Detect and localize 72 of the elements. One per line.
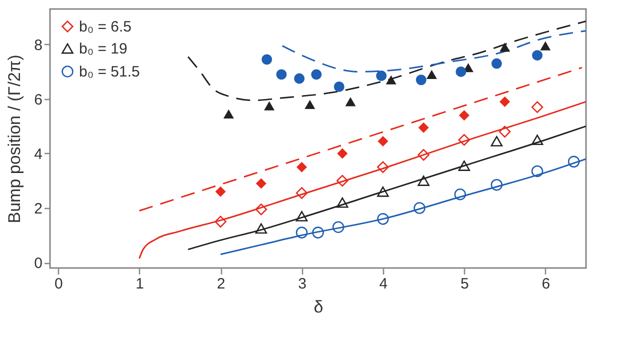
point [256, 178, 266, 189]
point [414, 202, 426, 214]
point [531, 165, 544, 178]
y-tick-label: 4 [34, 146, 42, 163]
point [540, 41, 551, 50]
point [312, 226, 324, 238]
point [332, 221, 344, 233]
point [454, 188, 466, 200]
point [296, 211, 308, 222]
x-tick-label: 6 [542, 276, 550, 292]
point [376, 70, 387, 82]
y-tick-label: 0 [34, 255, 42, 272]
legend-label: b₀ = 51.5 [79, 64, 140, 80]
legend-label: b₀ = 6.5 [79, 18, 132, 36]
point [458, 160, 470, 171]
point [336, 197, 348, 208]
point [500, 42, 510, 52]
point [491, 58, 502, 69]
legend-label: b₀ = 19 [79, 40, 128, 58]
point [255, 223, 268, 234]
point [531, 134, 544, 146]
point [276, 69, 287, 80]
line-series [138, 100, 586, 260]
x-tick-label: 3 [298, 276, 306, 292]
point [304, 100, 316, 109]
y-tick-label: 6 [34, 91, 42, 108]
x-tick-label: 4 [379, 276, 388, 292]
point [262, 54, 272, 65]
point [296, 226, 308, 238]
point [214, 216, 226, 228]
point [296, 187, 308, 199]
point [532, 50, 543, 61]
point [334, 81, 344, 92]
point [458, 134, 470, 146]
point [345, 97, 356, 106]
point [215, 186, 226, 197]
point [500, 96, 510, 107]
point [490, 178, 503, 191]
point [416, 74, 426, 86]
x-tick-label: 0 [54, 276, 63, 292]
point [568, 156, 580, 168]
point [458, 110, 470, 121]
point [386, 75, 396, 84]
point [296, 162, 307, 172]
x-tick-label: 1 [136, 276, 144, 292]
x-axis-title: δ [314, 298, 324, 316]
point [377, 186, 389, 197]
y-tick-label: 2 [34, 200, 42, 218]
y-axis-title: Bump position / (Γ/2π) [5, 54, 24, 224]
x-tick-label: 5 [460, 276, 469, 292]
point [498, 126, 511, 138]
point [337, 148, 348, 159]
point [490, 136, 503, 146]
point [456, 66, 466, 77]
point [264, 101, 275, 110]
point [426, 70, 437, 79]
point [336, 174, 348, 187]
point [378, 136, 388, 146]
point [418, 176, 430, 186]
line-series [220, 158, 586, 256]
line-series [187, 125, 586, 250]
y-tick-label: 8 [34, 36, 42, 54]
point [377, 213, 389, 225]
point [223, 109, 234, 119]
x-tick-label: 2 [216, 276, 226, 292]
point [377, 161, 389, 174]
point [418, 122, 429, 133]
point [418, 148, 430, 161]
point [294, 73, 305, 84]
point [311, 69, 322, 80]
point [255, 203, 268, 216]
point [531, 101, 544, 114]
